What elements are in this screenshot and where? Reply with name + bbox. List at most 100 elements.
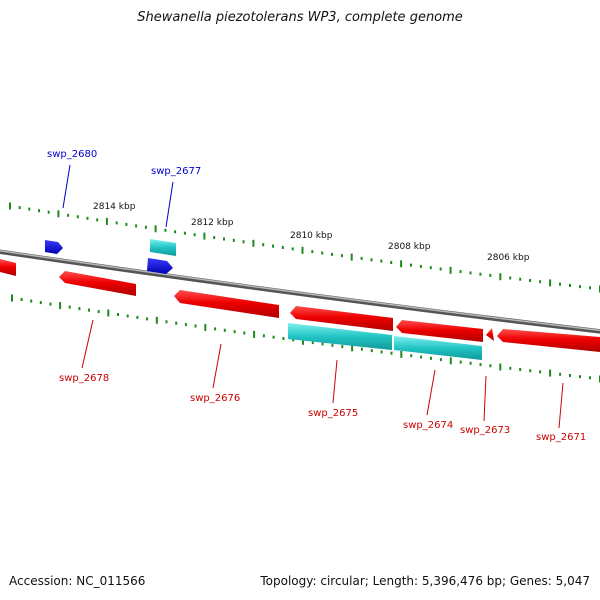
top-scale-major-tick <box>154 225 157 233</box>
bottom-scale-minor-tick <box>390 351 393 355</box>
top-scale-minor-tick <box>360 256 363 260</box>
gene-block-swp-2675-top[interactable] <box>290 306 393 331</box>
genome-backbone <box>0 249 600 334</box>
bottom-scale-minor-tick <box>184 323 187 327</box>
top-scale-minor-tick <box>390 261 393 264</box>
bottom-scale-minor-tick <box>146 317 149 321</box>
bottom-scale-minor-tick <box>88 308 90 312</box>
gene-block-swp-2680[interactable] <box>45 240 63 254</box>
scale-labels: 2814 kbp 2812 kbp 2810 kbp 2808 kbp 2806… <box>93 202 530 263</box>
top-scale-minor-tick <box>183 231 186 235</box>
bottom-scale-minor-tick <box>439 358 442 362</box>
top-scale-minor-tick <box>67 213 70 217</box>
top-scale-minor-tick <box>262 243 265 247</box>
top-scale-minor-tick <box>479 272 482 276</box>
bottom-scale-minor-tick <box>262 334 265 338</box>
bottom-scale-minor-tick <box>519 368 522 371</box>
top-scale-minor-tick <box>76 215 79 219</box>
bottom-scale-minor-tick <box>459 360 462 364</box>
gene-block-swp-2673[interactable] <box>486 328 494 341</box>
bottom-scale-minor-tick <box>529 369 532 373</box>
gene-label-swp-2680[interactable]: swp_2680 <box>47 149 97 160</box>
bottom-scale-minor-tick <box>311 341 314 345</box>
gene-block-swp-2671[interactable] <box>497 329 600 352</box>
top-scale-minor-tick <box>419 264 422 268</box>
gene-label-swp-2674[interactable]: swp_2674 <box>403 420 453 431</box>
gene-block-swp-2676[interactable] <box>174 290 279 318</box>
top-scale-major-tick <box>57 210 60 218</box>
top-scale-minor-tick <box>519 277 522 281</box>
bottom-scale-minor-tick <box>165 320 168 324</box>
leader-swp-2678 <box>81 319 94 369</box>
leader-swp-2677 <box>165 181 174 228</box>
leader-lines <box>62 164 564 429</box>
forward-genes <box>0 259 600 352</box>
bottom-scale-minor-tick <box>30 299 33 303</box>
bottom-scale-minor-tick <box>489 364 492 368</box>
gene-label-swp-2675[interactable]: swp_2675 <box>308 408 358 419</box>
bottom-scale-major-tick <box>351 344 354 352</box>
gene-label-swp-2678[interactable]: swp_2678 <box>59 373 109 384</box>
bottom-scale-minor-tick <box>78 307 81 311</box>
bottom-scale-major-tick <box>449 357 452 365</box>
gene-label-swp-2677[interactable]: swp_2677 <box>151 166 201 177</box>
top-scale-minor-tick <box>410 263 412 267</box>
gene-block-swp-2675-cyan[interactable] <box>288 323 392 350</box>
bottom-scale-minor-tick <box>282 337 285 340</box>
bottom-scale-minor-tick <box>410 354 413 358</box>
bottom-scale-minor-tick <box>341 345 344 349</box>
bottom-scale-major-tick <box>253 330 256 338</box>
bottom-scale-minor-tick <box>509 366 512 370</box>
genome-summary-text: Topology: circular; Length: 5,396,476 bp… <box>260 574 590 588</box>
bottom-scale-minor-tick <box>20 298 23 301</box>
scale-ticks-bottom <box>11 294 600 383</box>
top-scale-minor-tick <box>331 252 333 256</box>
top-scale-minor-tick <box>18 206 21 210</box>
gene-block-swp-2677[interactable] <box>147 258 173 274</box>
top-scale-minor-tick <box>272 244 274 248</box>
gene-block-left-edge[interactable] <box>0 259 16 276</box>
map-title: Shewanella piezotolerans WP3, complete g… <box>137 10 463 25</box>
leader-swp-2676 <box>212 343 222 389</box>
bottom-scale-minor-tick <box>579 375 581 379</box>
bottom-scale-minor-tick <box>39 301 42 305</box>
top-scale-minor-tick <box>164 228 167 232</box>
scale-label-2808: 2808 kbp <box>388 242 431 252</box>
gene-label-swp-2673[interactable]: swp_2673 <box>460 425 510 436</box>
bottom-scale-minor-tick <box>559 372 562 376</box>
bottom-scale-minor-tick <box>589 376 591 380</box>
bottom-scale-major-tick <box>302 337 304 345</box>
bottom-scale-major-tick <box>549 369 552 377</box>
accession-text: Accession: NC_011566 <box>9 574 146 588</box>
gene-block-swp-2677-cyan[interactable] <box>150 239 176 256</box>
bottom-scale-minor-tick <box>126 314 129 318</box>
cyan-genes <box>150 239 482 360</box>
bottom-scale-minor-tick <box>430 356 432 360</box>
top-scale-major-tick <box>549 279 552 287</box>
top-scale-minor-tick <box>569 283 571 287</box>
gene-block-swp-2674-cyan[interactable] <box>394 336 482 360</box>
bottom-scale-minor-tick <box>194 324 197 328</box>
gene-block-swp-2674-top[interactable] <box>396 320 483 342</box>
bottom-scale-major-tick <box>400 350 403 358</box>
gene-label-swp-2676[interactable]: swp_2676 <box>190 393 240 404</box>
bottom-scale-major-tick <box>155 316 158 324</box>
bottom-scale-minor-tick <box>243 331 246 335</box>
top-scale-minor-tick <box>281 246 284 249</box>
reverse-genes <box>45 240 173 274</box>
top-scale-minor-tick <box>529 279 532 282</box>
bottom-scale-major-tick <box>204 323 207 331</box>
top-scale-minor-tick <box>86 216 89 220</box>
top-scale-minor-tick <box>469 271 472 275</box>
top-scale-minor-tick <box>242 240 245 244</box>
top-scale-minor-tick <box>459 270 462 274</box>
gene-label-swp-2671[interactable]: swp_2671 <box>536 432 586 443</box>
bottom-scale-minor-tick <box>97 310 100 314</box>
bottom-scale-major-tick <box>499 363 502 371</box>
leader-swp-2680 <box>62 164 71 209</box>
bottom-scale-minor-tick <box>49 302 52 306</box>
gene-block-swp-2678[interactable] <box>59 271 136 296</box>
top-scale-minor-tick <box>223 237 225 241</box>
bottom-scale-minor-tick <box>214 327 217 331</box>
bottom-scale-minor-tick <box>68 305 71 309</box>
